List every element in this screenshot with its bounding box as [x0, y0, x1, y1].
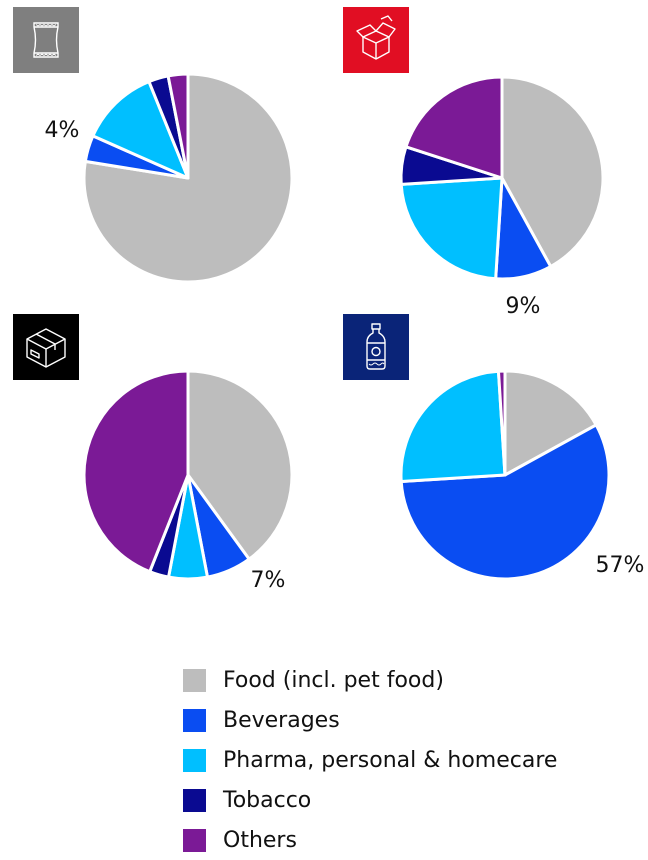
pie4-slice-others	[496, 369, 507, 477]
legend: Food (incl. pet food) Beverages Pharma, …	[183, 660, 557, 860]
pie2-annotation: 9%	[506, 294, 541, 319]
pie-charts-canvas: 4% 9% 7% 57%	[45, 72, 645, 593]
pie1-slice-others	[166, 72, 190, 180]
legend-label-tobacco: Tobacco	[223, 787, 312, 813]
legend-item-food: Food (incl. pet food)	[183, 660, 557, 700]
legend-label-food: Food (incl. pet food)	[223, 667, 444, 693]
pie4-annotation: 57%	[596, 553, 645, 578]
pie1-slice-food	[82, 72, 294, 284]
pie4-slice-beverages	[399, 423, 611, 581]
pie3-annotation: 7%	[251, 568, 286, 593]
legend-swatch-food	[183, 668, 206, 692]
pie1-annotation: 4%	[45, 118, 80, 143]
pie2-slice-pharma	[399, 176, 504, 281]
legend-swatch-others	[183, 828, 206, 852]
legend-swatch-tobacco	[183, 788, 206, 812]
pie2-slice-food	[500, 75, 605, 269]
corrugated-box-icon	[13, 314, 79, 380]
pie1-slice-pharma	[91, 80, 190, 180]
plastic-bottle-icon	[343, 314, 409, 380]
legend-label-beverages: Beverages	[223, 707, 340, 733]
legend-item-tobacco: Tobacco	[183, 780, 557, 820]
open-carton-icon	[343, 7, 409, 73]
legend-swatch-beverages	[183, 708, 206, 732]
legend-swatch-pharma	[183, 748, 206, 772]
pie3-slice-others	[82, 369, 190, 574]
legend-item-pharma: Pharma, personal & homecare	[183, 740, 557, 780]
legend-item-beverages: Beverages	[183, 700, 557, 740]
pie3-slice-food	[186, 369, 294, 561]
legend-label-others: Others	[223, 827, 297, 853]
pie4-slice-food	[503, 369, 598, 477]
pie4-slice-pharma	[399, 369, 507, 484]
flexible-pouch-icon	[13, 7, 79, 73]
pie2-slice-others	[404, 75, 504, 180]
legend-label-pharma: Pharma, personal & homecare	[223, 747, 558, 773]
legend-item-others: Others	[183, 820, 557, 860]
